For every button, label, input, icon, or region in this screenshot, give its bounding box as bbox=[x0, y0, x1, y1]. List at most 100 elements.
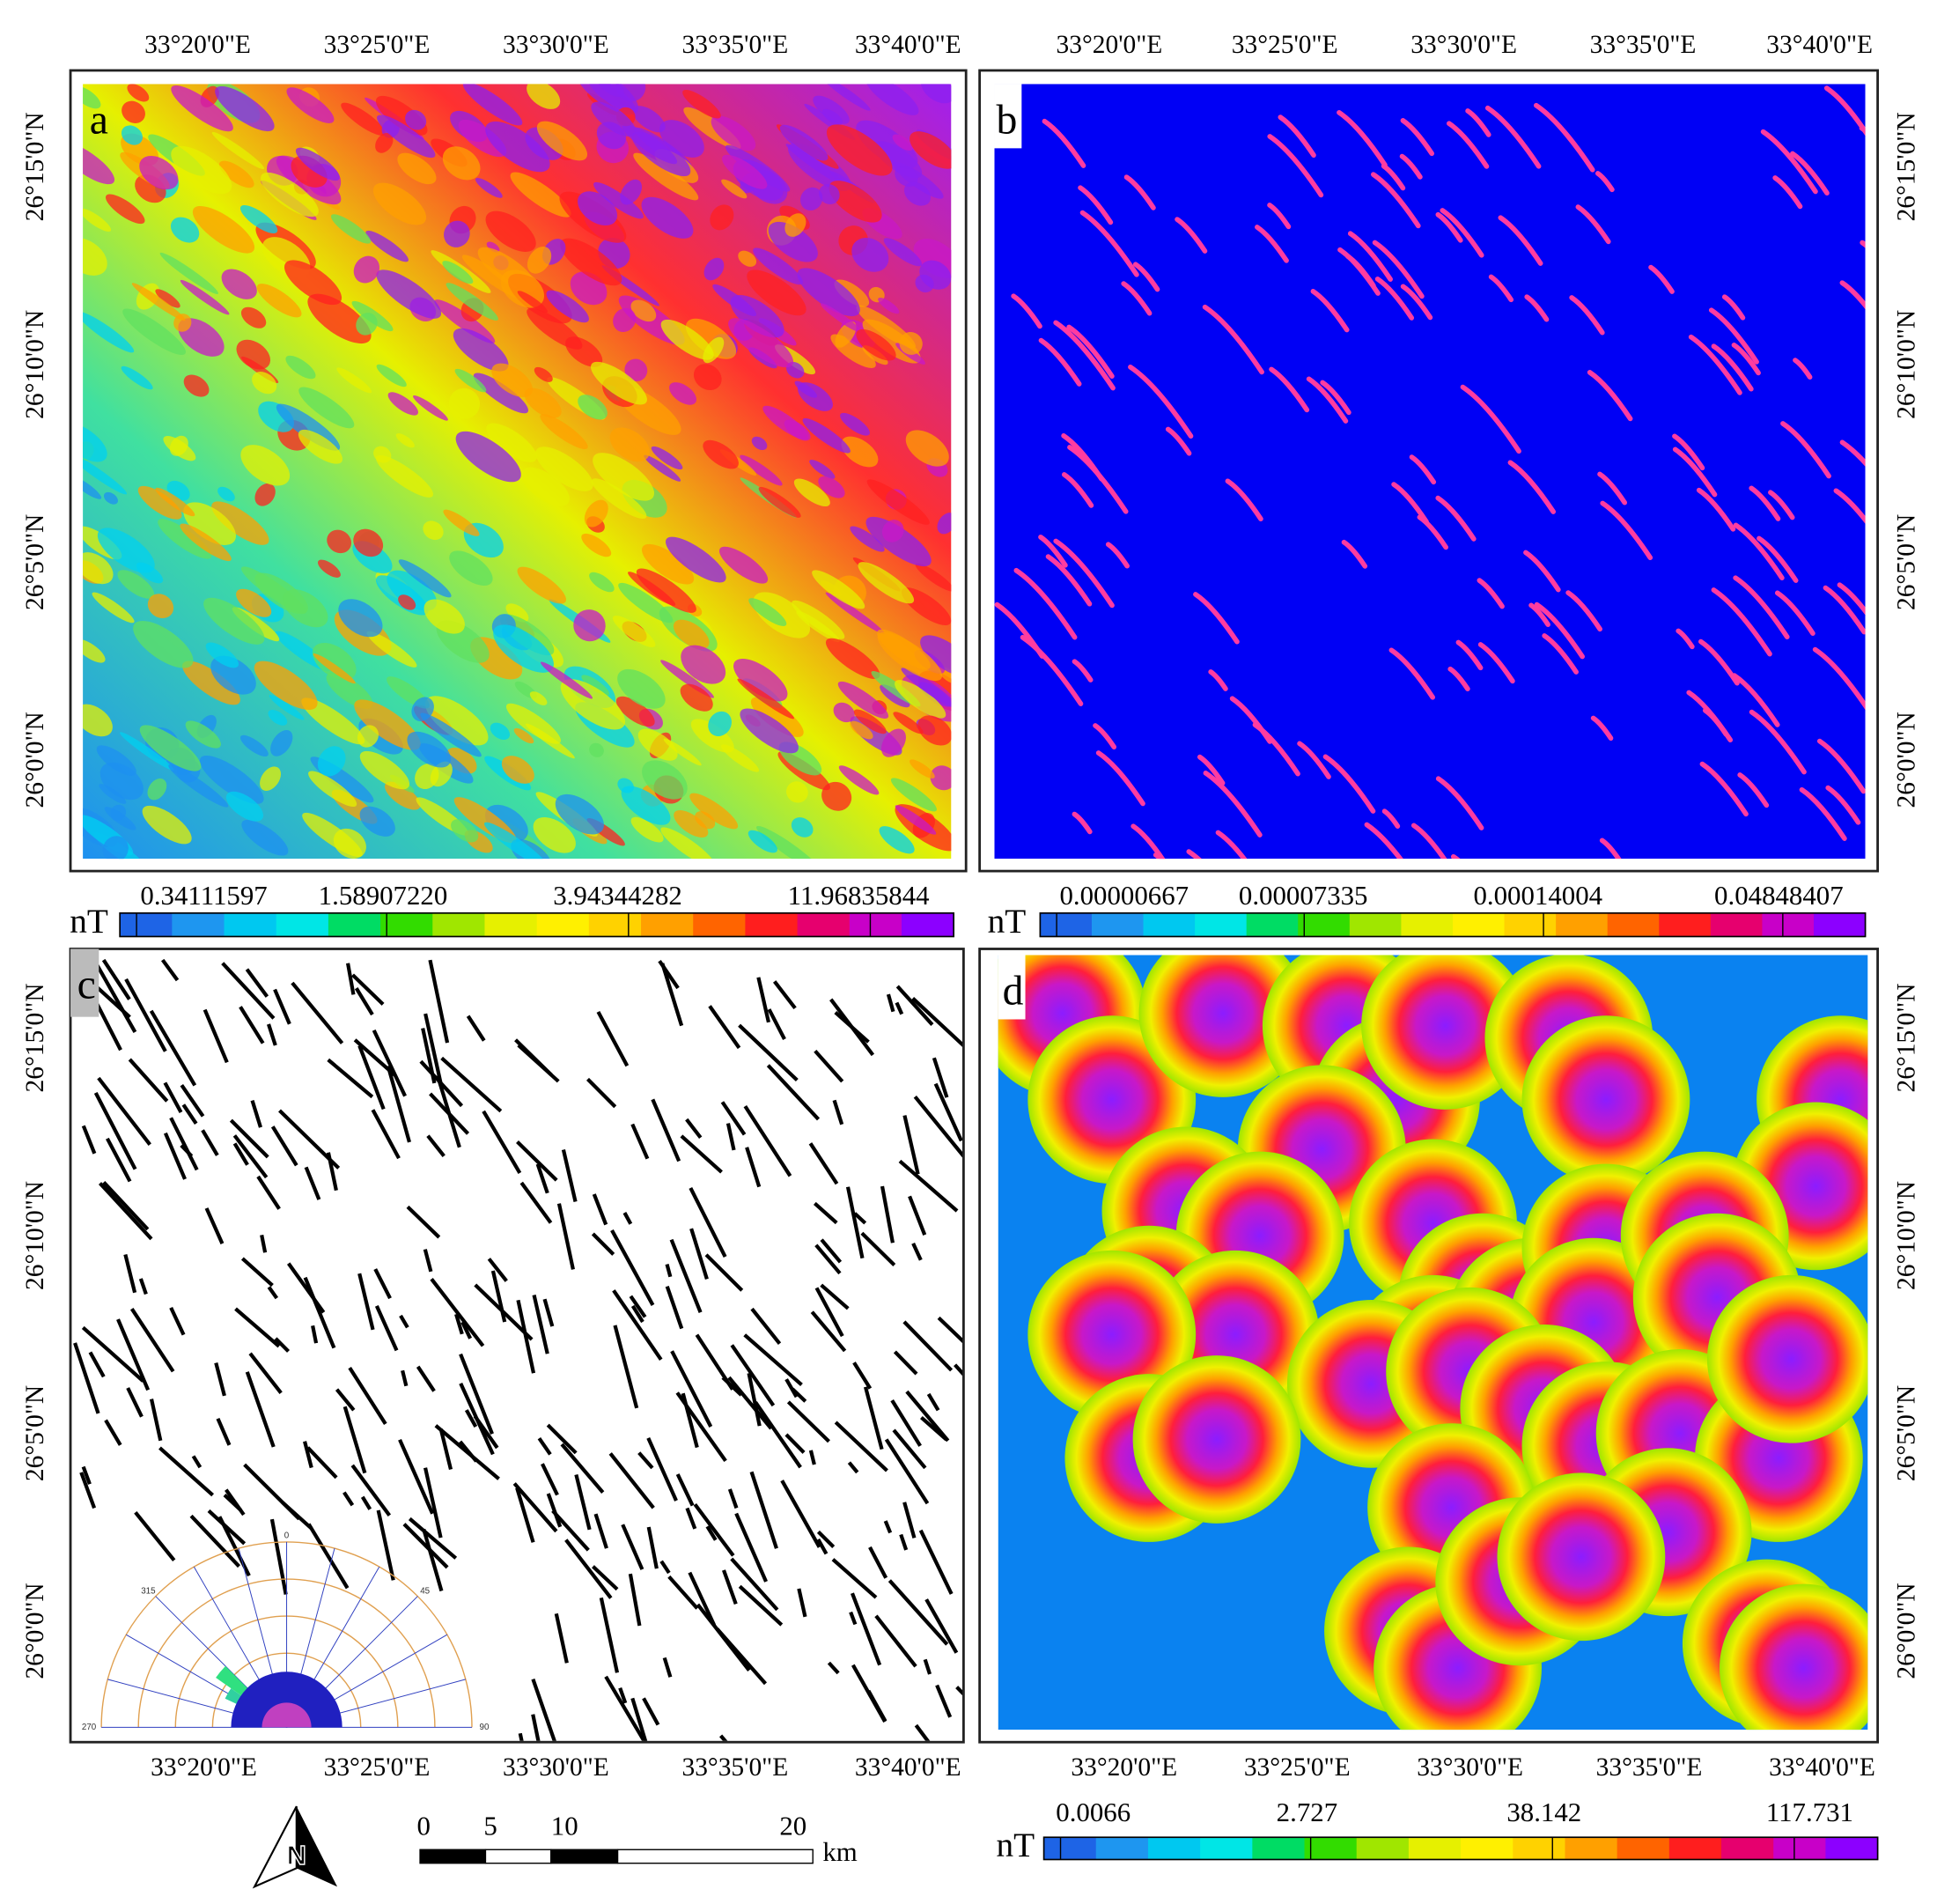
lineament bbox=[460, 1321, 473, 1339]
lineament bbox=[738, 1023, 799, 1082]
lineament bbox=[342, 1491, 355, 1507]
density-blob bbox=[1720, 1583, 1868, 1731]
anomaly bbox=[192, 205, 255, 254]
anomaly bbox=[155, 487, 195, 517]
anomaly bbox=[493, 624, 554, 673]
lineament bbox=[924, 1598, 959, 1654]
colorbar-cell bbox=[901, 912, 954, 937]
lineament bbox=[719, 1734, 728, 1741]
lineament bbox=[1711, 587, 1772, 657]
lineament bbox=[913, 1096, 962, 1158]
lineament bbox=[1688, 334, 1742, 395]
anomaly bbox=[630, 299, 657, 322]
anomaly bbox=[354, 699, 421, 750]
anomaly bbox=[357, 725, 379, 748]
anomaly bbox=[505, 703, 562, 744]
lineament bbox=[306, 1446, 338, 1480]
anomaly bbox=[560, 238, 622, 286]
anomaly bbox=[533, 816, 576, 853]
lineament bbox=[884, 1438, 930, 1505]
anomaly bbox=[660, 319, 714, 360]
colorbar-cell bbox=[1461, 1837, 1514, 1860]
anomaly bbox=[791, 817, 814, 838]
lineament bbox=[274, 1337, 291, 1353]
lineament bbox=[1825, 785, 1861, 825]
colorbar-cell bbox=[693, 912, 747, 937]
lineament bbox=[421, 1028, 437, 1084]
rose-label: 90 bbox=[480, 1723, 490, 1732]
lineament bbox=[203, 1008, 229, 1064]
anomaly bbox=[505, 603, 529, 623]
lineament bbox=[1575, 204, 1611, 245]
anomaly bbox=[880, 684, 910, 708]
lineament bbox=[665, 1285, 684, 1330]
anomaly bbox=[710, 204, 734, 231]
anomaly bbox=[376, 454, 434, 498]
lineament bbox=[622, 1212, 633, 1225]
lineament bbox=[260, 1234, 268, 1253]
lineament bbox=[1812, 646, 1866, 711]
anomaly bbox=[758, 486, 801, 518]
colorbar-cell bbox=[745, 912, 799, 937]
lineament bbox=[564, 1539, 613, 1599]
anomaly bbox=[809, 459, 836, 479]
anomaly bbox=[83, 552, 114, 585]
label-bg bbox=[994, 84, 1022, 149]
anomaly bbox=[555, 793, 604, 835]
anomaly bbox=[407, 731, 452, 768]
lineament bbox=[1203, 770, 1263, 838]
lineament bbox=[1267, 203, 1292, 230]
anomaly bbox=[239, 204, 278, 233]
lineament bbox=[270, 1125, 298, 1167]
anomaly bbox=[826, 124, 893, 176]
anomaly bbox=[740, 708, 799, 754]
colorbar-cell bbox=[1773, 1837, 1827, 1860]
lineament bbox=[813, 1201, 838, 1225]
lineament bbox=[586, 1077, 617, 1109]
rose-label: 270 bbox=[82, 1723, 97, 1732]
anomaly bbox=[612, 616, 656, 647]
lineament bbox=[911, 997, 962, 1047]
lineament bbox=[1409, 454, 1437, 485]
anomaly bbox=[578, 395, 608, 420]
anomaly bbox=[747, 269, 806, 316]
anomaly bbox=[573, 609, 606, 642]
lineament bbox=[149, 1398, 163, 1442]
lineament bbox=[1093, 723, 1117, 750]
colorbar-frame bbox=[119, 911, 955, 938]
lon-label: 33°35'0"E bbox=[1596, 1753, 1703, 1782]
lineament bbox=[556, 1203, 575, 1270]
anomaly bbox=[730, 295, 784, 338]
anomaly bbox=[520, 467, 570, 506]
lon-label: 33°40'0"E bbox=[855, 1753, 961, 1782]
anomaly bbox=[651, 446, 683, 470]
lineament bbox=[229, 1118, 269, 1159]
lineament bbox=[1372, 240, 1425, 299]
anomaly bbox=[423, 520, 444, 541]
lineament bbox=[459, 1353, 494, 1435]
lineament bbox=[434, 1424, 500, 1480]
lineament bbox=[1569, 295, 1605, 336]
lineament bbox=[1648, 264, 1675, 294]
maps bbox=[69, 69, 1879, 1744]
anomaly bbox=[462, 84, 523, 126]
lineament bbox=[1749, 709, 1807, 775]
lineament bbox=[1435, 211, 1463, 243]
lineament bbox=[646, 1526, 659, 1569]
anomaly bbox=[915, 563, 952, 592]
anomaly bbox=[285, 355, 316, 380]
lon-label: 33°20'0"E bbox=[1071, 1753, 1177, 1782]
lineament bbox=[1435, 495, 1477, 542]
anomaly bbox=[239, 734, 269, 757]
lineament bbox=[754, 1401, 802, 1469]
anomaly bbox=[453, 328, 509, 372]
lineament bbox=[954, 1363, 962, 1376]
scale-segment bbox=[550, 1849, 619, 1864]
lineament bbox=[808, 1450, 816, 1465]
lineament bbox=[267, 1286, 279, 1300]
anomaly bbox=[96, 745, 136, 776]
density-blob bbox=[1138, 955, 1307, 1097]
lineament bbox=[269, 1518, 288, 1595]
lon-label: 33°25'0"E bbox=[324, 31, 431, 59]
lineament bbox=[725, 1123, 736, 1151]
